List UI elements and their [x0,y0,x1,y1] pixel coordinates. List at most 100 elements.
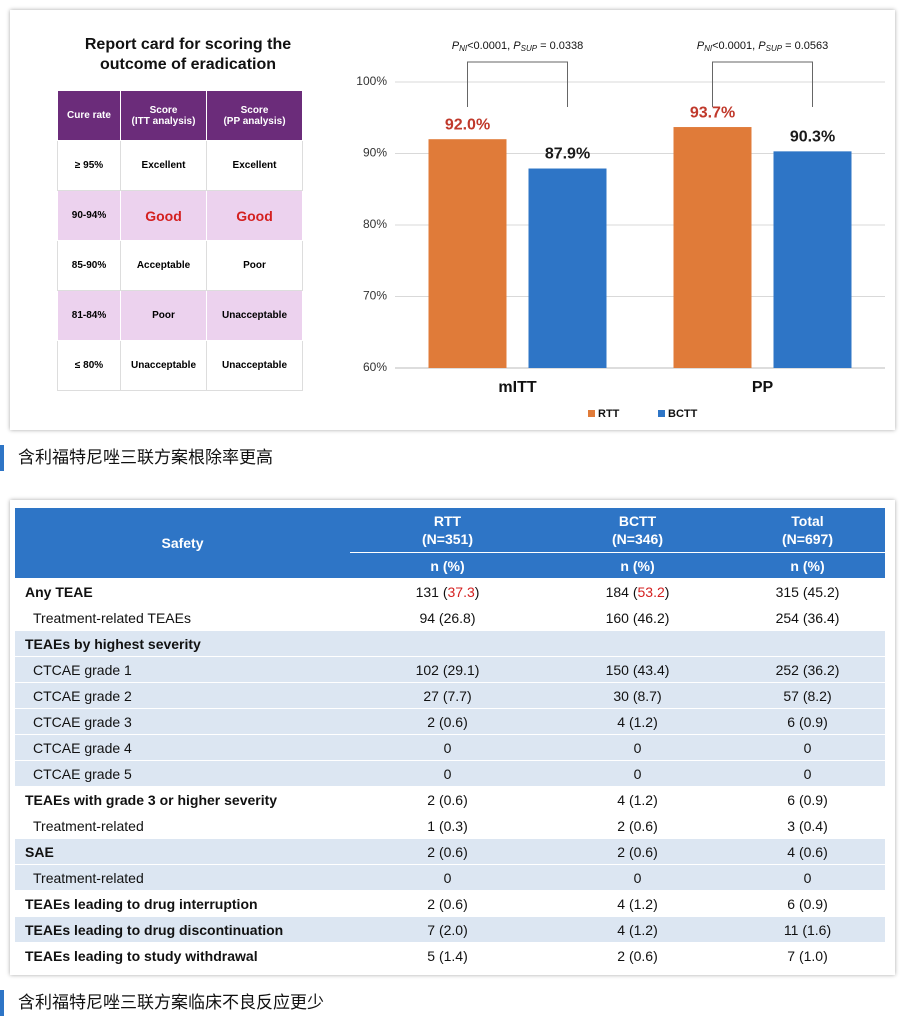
annotation: PNI<0.0001, PSUP = 0.0338 [452,40,584,53]
header-line: (ITT analysis) [131,115,196,127]
cell-part: 37.3 [447,583,475,600]
value-label: 87.9% [545,146,590,163]
header-cell: Total (N=697) [730,508,885,553]
cell: 2 (0.6) [350,890,545,917]
annotation-part: NI [704,44,713,53]
cell-text: Excellent [141,160,186,171]
cell: 85-90% [57,240,121,291]
cell-text: 85-90% [71,260,107,271]
bar [773,151,852,368]
row-label: SAE [15,838,350,865]
legend-swatch [588,410,595,417]
annotation-part: <0.0001, [712,40,758,52]
header-row: Safety RTT (N=351) BCTT (N=346) Total (N=697) [15,508,885,579]
row-label: TEAEs with grade 3 or higher severity [15,786,350,813]
row-label: CTCAE grade 5 [15,760,350,787]
value-label: 90.3% [790,129,835,146]
cell-text: Acceptable [136,260,191,271]
cell: 6 (0.9) [730,890,885,917]
header-line: Score [240,104,269,116]
header-cell: BCTT (N=346) [545,508,730,553]
cell: 184 (53.2) [545,578,730,605]
row: CTCAE grade 2 27 (7.7) 30 (8.7) 57 (8.2) [15,682,885,709]
cell-text: Unacceptable [130,360,197,371]
cell: 5 (1.4) [350,942,545,969]
figure-panel: Report card for scoring the outcome of e… [10,10,895,430]
cell: 160 (46.2) [545,604,730,631]
legend-swatch [658,410,665,417]
annotation-part: = 0.0563 [782,40,828,52]
bar-chart: 60%70%80%90%100%mITT92.0%87.9%PNI<0.0001… [356,40,885,420]
cell-part: 131 ( [415,583,448,600]
cell: 2 (0.6) [350,838,545,865]
header-cell: n (%) [730,552,885,579]
cell-text: Poor [152,310,175,321]
cell: Good [120,190,207,241]
cell: 252 (36.2) [730,656,885,683]
row-label: Treatment-related [15,864,350,891]
row: TEAEs leading to drug discontinuation 7 (… [15,916,885,943]
cell: 1 (0.3) [350,812,545,839]
caption: 含利福特尼唑三联方案临床不良反应更少 [0,990,324,1016]
row-label: Treatment-related [15,812,350,839]
cell: 7 (2.0) [350,916,545,943]
bar [673,127,752,368]
cell: 131 (37.3) [350,578,545,605]
header-cell: n (%) [350,552,545,579]
cell: 2 (0.6) [350,786,545,813]
column-name: BCTT [618,513,657,529]
cell: 150 (43.4) [545,656,730,683]
row: CTCAE grade 1 102 (29.1) 150 (43.4) 252 (36… [15,656,885,683]
row: Any TEAE 131 (37.3) 184 (53.2) 315 (45.2) [15,578,885,605]
safety-table: Safety RTT (N=351) BCTT (N=346) Total (N=697) n… [15,508,885,969]
cell [350,630,545,657]
cell: 6 (0.9) [730,786,885,813]
cell: 0 [545,760,730,787]
cell: 6 (0.9) [730,708,885,735]
annotation-part: NI [459,44,468,53]
report-card-title: Report card for scoring the outcome of e… [84,36,292,73]
cell: 57 (8.2) [730,682,885,709]
cell: 0 [350,734,545,761]
column-n: (N=351) [422,531,473,547]
x-tick-label: mITT [498,379,536,396]
y-tick-label: 70% [363,289,387,303]
cell: Excellent [206,140,303,191]
row: 90-94% Good Good [57,190,303,241]
cell: ≤ 80% [57,340,121,391]
cell: 4 (1.2) [545,916,730,943]
caption: 含利福特尼唑三联方案根除率更高 [0,445,273,471]
row-label: TEAEs leading to study withdrawal [15,942,350,969]
annotation: PNI<0.0001, PSUP = 0.0563 [697,40,829,53]
row: ≥ 95% Excellent Excellent [57,140,303,191]
row-label: CTCAE grade 3 [15,708,350,735]
annotation-part: P [452,40,460,52]
cell: 4 (0.6) [730,838,885,865]
report-card: Cure rate Score (ITT analysis) Score (PP ana… [57,90,303,391]
cell: 27 (7.7) [350,682,545,709]
cell: 2 (0.6) [545,838,730,865]
cell: 2 (0.6) [545,942,730,969]
cell: 3 (0.4) [730,812,885,839]
row-label: CTCAE grade 2 [15,682,350,709]
row-label: TEAEs by highest severity [15,630,350,657]
row: Treatment-related TEAEs 94 (26.8) 160 (46.… [15,604,885,631]
cell-part: 53.2 [637,583,665,600]
x-tick-label: PP [752,379,774,396]
cell: 0 [730,734,885,761]
cell-part: ) [474,583,480,600]
annotation-part: P [513,40,521,52]
cell: 254 (36.4) [730,604,885,631]
cell-text: Unacceptable [221,360,288,371]
row-label: CTCAE grade 4 [15,734,350,761]
column-n: (N=346) [612,531,663,547]
annotation-part: P [758,40,766,52]
header-line: (PP analysis) [223,115,286,127]
column-n: (N=697) [782,531,833,547]
cell: 7 (1.0) [730,942,885,969]
cell: Unacceptable [206,290,303,341]
cell-text: Unacceptable [221,310,288,321]
